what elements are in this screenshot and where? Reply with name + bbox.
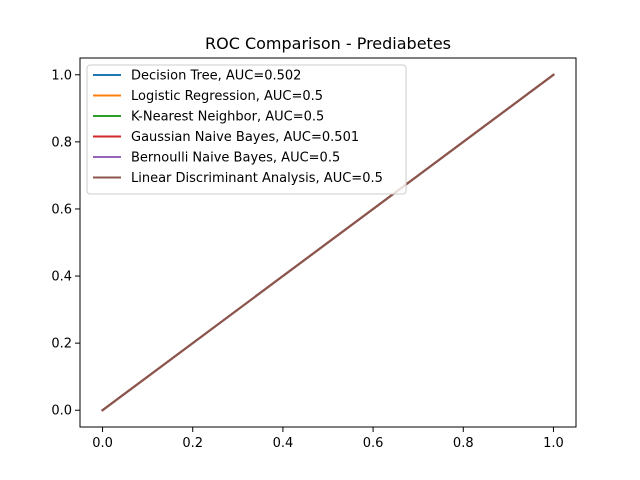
- plot-area: [101, 73, 555, 412]
- legend-box: [86, 64, 407, 195]
- legend-label-1: Decision Tree, AUC=0.502: [131, 69, 301, 84]
- legend-label-3: K-Nearest Neighbor, AUC=0.5: [131, 110, 324, 125]
- axes: 0.0 0.2 0.4 0.6 0.8 1.0 0.0 0.2 0.4 0.6 0.8 1.0: [51, 57, 577, 451]
- y-tick-label: 1.0: [51, 68, 72, 83]
- y-tick-label: 0.8: [51, 135, 72, 150]
- legend-label-4: Gaussian Naive Bayes, AUC=0.501: [131, 130, 359, 145]
- legend: Decision Tree, AUC=0.502 Logistic Regress…: [86, 64, 407, 195]
- chart-title: ROC Comparison - Prediabetes: [205, 34, 451, 53]
- y-tick-label: 0.6: [51, 202, 72, 217]
- y-tick-label: 0.4: [51, 270, 72, 285]
- legend-label-6: Linear Discriminant Analysis, AUC=0.5: [131, 171, 383, 186]
- x-tick-label: 0.8: [453, 436, 474, 451]
- legend-label-2: Logistic Regression, AUC=0.5: [131, 89, 323, 104]
- y-tick-label: 0.2: [51, 337, 72, 352]
- y-tick-label: 0.0: [51, 404, 72, 419]
- x-tick-label: 0.2: [182, 436, 203, 451]
- x-tick-label: 0.0: [92, 436, 113, 451]
- series-line-6: [101, 73, 555, 412]
- x-tick-label: 0.6: [363, 436, 384, 451]
- axes-frame: [79, 57, 577, 428]
- legend-label-5: Bernoulli Naive Bayes, AUC=0.5: [131, 151, 340, 166]
- x-tick-label: 0.4: [273, 436, 294, 451]
- x-tick-label: 1.0: [543, 436, 564, 451]
